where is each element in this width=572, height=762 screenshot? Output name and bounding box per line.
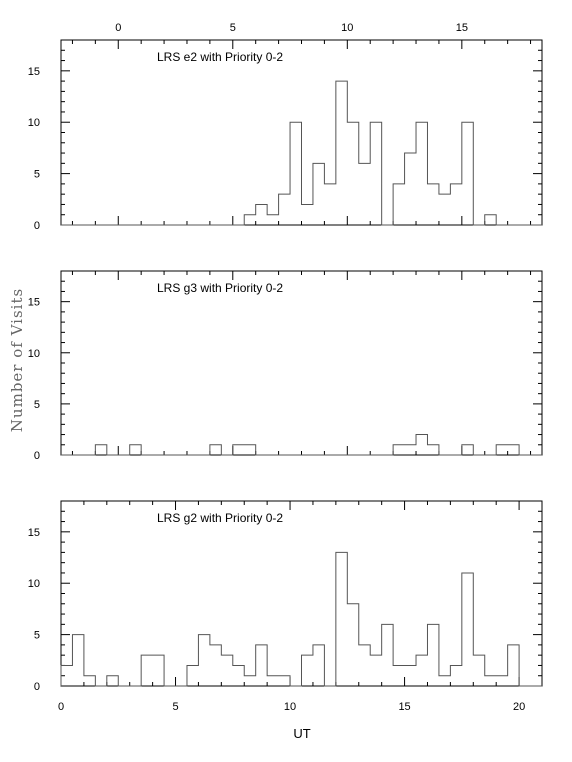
histogram-bin <box>462 573 473 686</box>
y-tick-label: 5 <box>34 169 40 181</box>
histogram-bin <box>198 635 209 686</box>
y-tick-label: 0 <box>34 681 40 693</box>
histogram-bin <box>427 624 438 686</box>
histogram-bin <box>187 665 198 686</box>
histogram-bin <box>462 445 473 455</box>
y-axis-title: Number of Visits <box>8 288 26 432</box>
histogram-bin <box>244 445 255 455</box>
histogram-bin <box>336 81 347 225</box>
histogram-bin <box>393 184 404 225</box>
bottom-x-tick-label: 20 <box>513 701 525 713</box>
histogram-bin <box>405 445 416 455</box>
y-tick-label: 0 <box>34 450 40 462</box>
y-tick-label: 0 <box>34 220 40 232</box>
histogram-bin <box>496 676 507 686</box>
histogram-bin <box>405 665 416 686</box>
histogram-bin <box>244 676 255 686</box>
histogram-bin <box>359 163 370 225</box>
y-tick-label: 15 <box>28 297 40 309</box>
x-axis-title: UT <box>293 726 310 741</box>
histogram-bin <box>267 676 278 686</box>
histogram-bin <box>359 645 370 686</box>
top-x-tick-label: 15 <box>456 22 468 34</box>
histogram-bin <box>72 635 83 686</box>
histogram-bin <box>450 184 461 225</box>
panel-title: LRS e2 with Priority 0-2 <box>157 50 283 64</box>
histogram-bin <box>210 645 221 686</box>
histogram-series <box>61 80 542 226</box>
histogram-bin <box>313 163 324 225</box>
bottom-x-tick-label: 10 <box>284 701 296 713</box>
panel-1: 0 5 10 15 0 5 10 15 LRS e2 with Priority 0-2 <box>28 22 543 232</box>
histogram-bin <box>416 655 427 686</box>
histogram-bin <box>485 676 496 686</box>
histogram-bin <box>210 445 221 455</box>
histogram-series <box>60 551 542 687</box>
y-tick-label: 10 <box>28 348 40 360</box>
top-x-tick-label: 10 <box>341 22 353 34</box>
histogram-bin <box>427 445 438 455</box>
histogram-bin <box>290 122 301 225</box>
panels-group: 0 5 10 15 0 5 10 15 LRS e2 with Priority 0-2 0 5 10… <box>28 22 543 713</box>
histogram-bin <box>221 655 232 686</box>
histogram-bin <box>393 445 404 455</box>
bottom-x-tick-label: 15 <box>398 701 410 713</box>
histogram-bin <box>496 445 507 455</box>
histogram-bin <box>233 445 244 455</box>
histogram-bin <box>84 676 95 686</box>
bottom-x-tick-label: 0 <box>58 701 64 713</box>
y-tick-label: 10 <box>28 117 40 129</box>
histogram-bin <box>485 215 496 225</box>
histogram-bin <box>439 676 450 686</box>
histogram-bin <box>462 122 473 225</box>
histogram-bin <box>347 122 358 225</box>
histogram-bin <box>450 665 461 686</box>
panel-title: LRS g2 with Priority 0-2 <box>157 511 283 525</box>
histogram-bin <box>279 194 290 225</box>
histogram-bin <box>508 445 519 455</box>
histogram-bin <box>347 604 358 686</box>
histogram-bin <box>427 184 438 225</box>
histogram-bin <box>393 665 404 686</box>
panel-title: LRS g3 with Priority 0-2 <box>157 281 283 295</box>
histogram-bin <box>302 655 313 686</box>
histogram-bin <box>508 645 519 686</box>
y-tick-label: 5 <box>34 630 40 642</box>
y-tick-label: 15 <box>28 527 40 539</box>
histogram-bin <box>324 184 335 225</box>
panel-2: 0 5 10 15 LRS g3 with Priority 0-2 <box>28 270 543 462</box>
histogram-bin <box>370 655 381 686</box>
histogram-bin <box>279 676 290 686</box>
histogram-bin <box>141 655 152 686</box>
histogram-bin <box>107 676 118 686</box>
histogram-bin <box>370 122 381 225</box>
histogram-bin <box>416 122 427 225</box>
histogram-bin <box>416 435 427 455</box>
top-x-tick-label: 5 <box>230 22 236 34</box>
histogram-bin <box>244 215 255 225</box>
histogram-bin <box>95 445 106 455</box>
histogram-bin <box>313 645 324 686</box>
panel-3: 0 5 10 15 0 5 10 15 20 LRS g2 with Priority 0-2 <box>28 500 543 713</box>
histogram-bin <box>405 153 416 225</box>
top-x-tick-label: 0 <box>115 22 121 34</box>
histogram-bin <box>382 624 393 686</box>
panel-frame <box>60 270 543 456</box>
histogram-bin <box>439 194 450 225</box>
histogram-bin <box>233 665 244 686</box>
histogram-bin <box>256 645 267 686</box>
histogram-bin <box>130 445 141 455</box>
y-tick-label: 5 <box>34 399 40 411</box>
histogram-series <box>61 434 542 456</box>
y-tick-label: 15 <box>28 66 40 78</box>
histogram-bin <box>153 655 164 686</box>
histogram-bin <box>473 655 484 686</box>
histogram-bin <box>336 552 347 686</box>
bottom-x-tick-label: 5 <box>172 701 178 713</box>
histogram-bin <box>256 204 267 225</box>
histogram-bin <box>267 215 278 225</box>
histogram-bin <box>302 204 313 225</box>
y-tick-label: 10 <box>28 578 40 590</box>
